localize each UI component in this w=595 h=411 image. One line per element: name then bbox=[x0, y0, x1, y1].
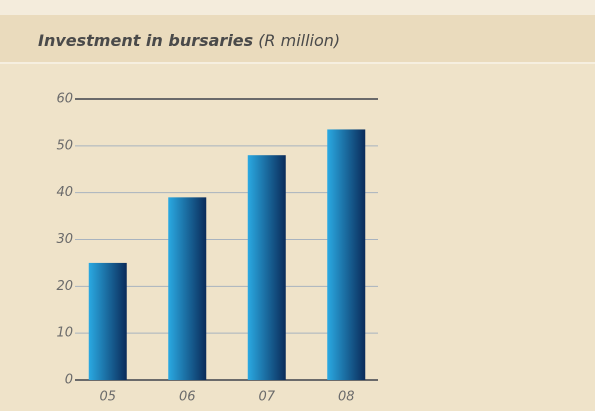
y-tick-label: 60 bbox=[56, 92, 73, 107]
y-tick-label: 20 bbox=[56, 279, 73, 294]
bar bbox=[168, 197, 207, 380]
title: Investment in bursaries bbox=[38, 31, 253, 50]
bar bbox=[88, 262, 127, 380]
top-strip bbox=[0, 0, 595, 15]
subtitle: (R million) bbox=[258, 31, 340, 50]
bar bbox=[247, 155, 286, 380]
x-tick-label: 08 bbox=[338, 390, 355, 405]
y-tick-label: 50 bbox=[56, 138, 73, 153]
y-tick-label: 40 bbox=[56, 185, 73, 200]
y-tick-label: 0 bbox=[65, 373, 73, 388]
chart-title: Investment in bursaries (R million) bbox=[38, 31, 340, 50]
y-tick-label: 30 bbox=[56, 232, 73, 247]
x-tick-label: 05 bbox=[99, 390, 116, 405]
x-tick-label: 07 bbox=[258, 390, 275, 405]
x-tick-label: 06 bbox=[179, 390, 196, 405]
title-band bbox=[0, 15, 595, 63]
bar bbox=[327, 129, 366, 380]
y-tick-label: 10 bbox=[56, 326, 73, 341]
